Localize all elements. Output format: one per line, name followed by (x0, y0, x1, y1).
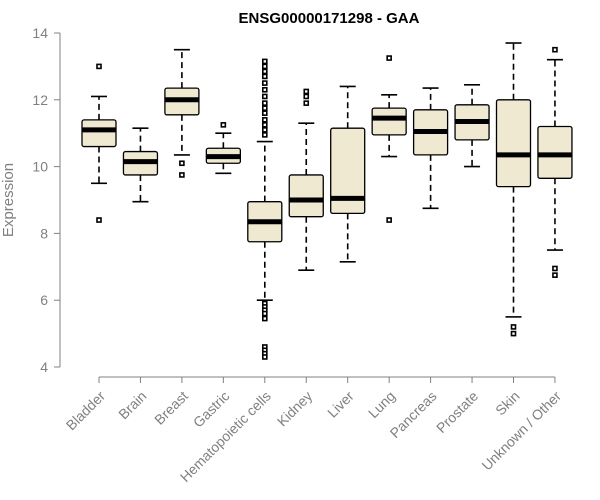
outlier-point (552, 272, 558, 278)
y-tick-label: 6 (40, 292, 48, 308)
box-pancreas (412, 87, 449, 210)
box-hematopoietic-cells (247, 58, 283, 360)
outlier-point (261, 127, 268, 133)
iqr-box (371, 107, 407, 136)
outlier-point (220, 122, 227, 128)
outlier-point (261, 105, 268, 111)
outlier-point (510, 324, 517, 330)
outlier-point (261, 117, 268, 123)
x-tick-label: Unknown / Other (478, 388, 564, 474)
outlier-point (261, 310, 268, 317)
box-unknown-other (537, 46, 573, 278)
box-lung (371, 55, 407, 223)
y-axis: 4 6 8 10 12 14 (32, 25, 61, 375)
x-tick-label: Liver (324, 388, 357, 421)
outlier-point (303, 93, 310, 100)
outlier-point (386, 217, 392, 223)
outlier-point (261, 68, 268, 75)
outlier-point (96, 63, 102, 70)
box-breast (164, 48, 200, 178)
y-tick-label: 12 (32, 92, 48, 108)
x-tick-label: Breast (151, 388, 191, 428)
y-axis-label: Expression (0, 163, 17, 237)
outlier-point (261, 315, 268, 322)
x-tick-label: Kidney (274, 388, 316, 430)
box-prostate (454, 83, 490, 168)
outlier-point (96, 217, 102, 223)
outlier-point (552, 265, 558, 272)
outlier-point (261, 63, 268, 70)
outlier-point (303, 100, 310, 106)
outlier-point (261, 132, 268, 138)
outlier-point (261, 73, 268, 80)
outlier-point (261, 122, 268, 128)
outlier-point (261, 80, 268, 86)
y-tick-label: 10 (32, 159, 48, 175)
box-bladder (81, 63, 117, 223)
outlier-point (261, 110, 268, 116)
x-tick-label: Bladder (63, 388, 109, 434)
outlier-point (510, 330, 517, 337)
outlier-point (552, 46, 558, 53)
outlier-point (261, 100, 268, 106)
outlier-point (261, 86, 268, 93)
y-tick-label: 4 (40, 359, 48, 375)
x-tick-label: Lung (365, 388, 398, 421)
box-liver (330, 85, 366, 263)
iqr-box (330, 127, 366, 215)
x-tick-label: Brain (115, 388, 149, 422)
box-brain (122, 127, 159, 203)
outlier-point (261, 354, 268, 360)
iqr-box (288, 174, 324, 218)
y-tick-label: 8 (40, 225, 48, 241)
box-series (81, 42, 573, 360)
y-tick-label: 14 (32, 25, 48, 41)
outlier-point (179, 160, 185, 167)
box-kidney (288, 88, 324, 271)
outlier-point (303, 88, 310, 95)
outlier-point (261, 58, 268, 65)
x-tick-label: Prostate (433, 388, 481, 436)
iqr-box (81, 119, 117, 148)
x-tick-label: Skin (492, 388, 523, 419)
iqr-box (537, 125, 573, 179)
outlier-point (386, 55, 392, 61)
box-skin (495, 42, 532, 337)
outlier-point (261, 93, 268, 100)
chart-title: ENSG00000171298 - GAA (239, 10, 420, 27)
box-gastric (205, 122, 242, 175)
outlier-point (179, 172, 185, 178)
iqr-box (495, 99, 532, 188)
